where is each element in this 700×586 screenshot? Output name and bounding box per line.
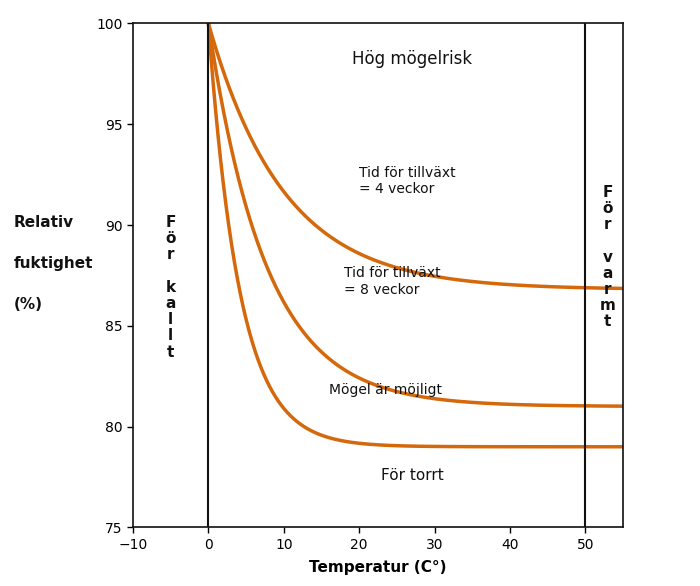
Text: Mögel är möjligt: Mögel är möjligt bbox=[329, 383, 442, 397]
Text: För torrt: För torrt bbox=[381, 468, 443, 483]
Text: (%): (%) bbox=[14, 297, 43, 312]
Text: Relativ: Relativ bbox=[14, 215, 74, 230]
Text: Hög mögelrisk: Hög mögelrisk bbox=[352, 50, 472, 67]
Text: F
ö
r

v
a
r
m
t: F ö r v a r m t bbox=[600, 185, 616, 329]
Text: F
ö
r

k
a
l
l
t: F ö r k a l l t bbox=[165, 215, 176, 360]
Text: Tid för tillväxt
= 8 veckor: Tid för tillväxt = 8 veckor bbox=[344, 267, 441, 297]
X-axis label: Temperatur (C°): Temperatur (C°) bbox=[309, 560, 447, 575]
Text: fuktighet: fuktighet bbox=[14, 256, 94, 271]
Text: Tid för tillväxt
= 4 veckor: Tid för tillväxt = 4 veckor bbox=[359, 166, 456, 196]
